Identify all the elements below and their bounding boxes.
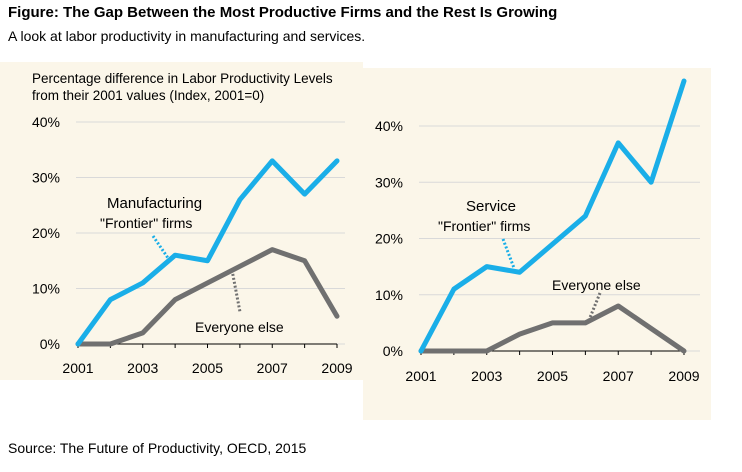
- frontier-firms-line: [418, 78, 687, 354]
- service-chart: 0% 10% 20% 30% 40% 2001 2003 2005 2007 2009 Servic…: [375, 78, 700, 384]
- x-tick-label: 2007: [603, 368, 634, 384]
- x-tick-label: 2001: [405, 368, 436, 384]
- x-tick-label: 2009: [321, 360, 352, 376]
- everyone-else-line: [75, 247, 340, 347]
- x-tick-label: 2009: [668, 368, 699, 384]
- everyone-else-leader-line: [230, 269, 242, 313]
- y-tick-label: 20%: [375, 231, 403, 247]
- y-tick-label: 20%: [32, 225, 60, 241]
- x-tick-label: 2001: [62, 360, 93, 376]
- frontier-series-label: "Frontier" firms: [438, 218, 530, 234]
- y-tick-label: 40%: [375, 118, 403, 134]
- y-axis-label-line-2: from their 2001 values (Index, 2001=0): [32, 88, 265, 103]
- figure-subtitle: A look at labor productivity in manufact…: [8, 28, 366, 44]
- x-tick-label: 2005: [192, 360, 223, 376]
- figure-title: Figure: The Gap Between the Most Product…: [8, 4, 558, 21]
- y-tick-label: 30%: [375, 174, 403, 190]
- x-tick-label: 2003: [471, 368, 502, 384]
- source-note: Source: The Future of Productivity, OECD…: [8, 440, 307, 456]
- everyone-else-series-label: Everyone else: [195, 319, 284, 335]
- frontier-series-label: "Frontier" firms: [100, 215, 192, 231]
- frontier-leader-line: [501, 238, 516, 269]
- everyone-else-line: [418, 303, 687, 354]
- manufacturing-chart: 0% 10% 20% 30% 40% 2001 2003 2005 2007 2009 Manufa…: [32, 114, 353, 376]
- y-tick-label: 10%: [32, 281, 60, 297]
- y-tick-label: 10%: [375, 287, 403, 303]
- frontier-leader-line: [151, 235, 170, 259]
- y-tick-label: 0%: [383, 343, 403, 359]
- everyone-else-series-label: Everyone else: [552, 277, 641, 293]
- service-panel-background: [363, 68, 711, 420]
- panel-label: Service: [466, 198, 516, 215]
- y-axis-label-line-1: Percentage difference in Labor Productiv…: [32, 71, 333, 86]
- y-tick-label: 40%: [32, 114, 60, 130]
- x-tick-label: 2007: [257, 360, 288, 376]
- x-tick-label: 2003: [127, 360, 158, 376]
- y-tick-label: 0%: [40, 336, 60, 352]
- frontier-firms-line: [75, 158, 340, 347]
- panel-label: Manufacturing: [107, 195, 202, 212]
- everyone-else-leader-line: [587, 292, 602, 321]
- x-tick-label: 2005: [537, 368, 568, 384]
- y-tick-label: 30%: [32, 170, 60, 186]
- manufacturing-panel-background: [0, 62, 363, 380]
